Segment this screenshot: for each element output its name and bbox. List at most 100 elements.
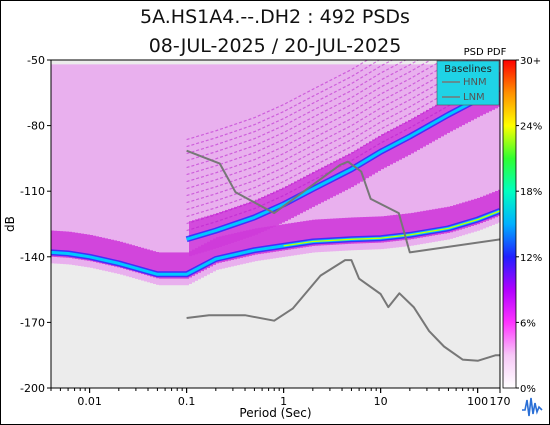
pdf-cell	[198, 246, 201, 273]
pdf-cell	[267, 226, 270, 253]
pdf-cell	[282, 224, 285, 251]
pdf-cell	[252, 228, 255, 256]
pdf-cell	[204, 64, 207, 277]
pdf-cell	[174, 64, 177, 286]
y-tick-label: -80	[27, 120, 45, 133]
pdf-cell	[54, 64, 57, 264]
pdf-cell	[150, 250, 153, 277]
pdf-cell	[207, 64, 210, 275]
pdf-cell	[384, 215, 387, 243]
pdf-cell	[486, 60, 489, 228]
pdf-cell	[306, 64, 309, 254]
pdf-cell	[216, 237, 219, 264]
baseline-hnm	[186, 149, 500, 254]
pdf-cell	[288, 223, 291, 250]
pdf-cell	[396, 214, 399, 241]
pdf-cell	[450, 206, 453, 233]
pdf-cell	[414, 64, 417, 246]
pdf-cell	[213, 238, 216, 265]
pdf-cell	[279, 224, 282, 251]
pdf-cell	[225, 235, 228, 262]
pdf-cell	[201, 244, 204, 272]
pdf-cell	[93, 235, 96, 262]
pdf-cell	[255, 228, 258, 255]
pdf-cell	[447, 64, 450, 240]
pdf-cell	[450, 64, 453, 239]
pdf-cell	[492, 192, 495, 219]
colorbar-label: 24%	[520, 122, 542, 133]
pdf-cell	[87, 234, 90, 261]
pdf-cell	[234, 233, 237, 260]
baseline-lnm	[186, 259, 500, 362]
pdf-layer	[51, 60, 500, 362]
colorbar-title: PSD PDF	[464, 47, 507, 58]
pdf-cell	[210, 240, 213, 267]
pdf-cell	[237, 64, 240, 266]
pdf-cell	[468, 200, 471, 227]
pdf-cell	[333, 64, 336, 252]
legend: Baselines HNM LNM	[436, 60, 500, 106]
pdf-cell	[105, 64, 108, 272]
pdf-cell	[480, 196, 483, 224]
pdf-cell	[246, 230, 249, 257]
pdf-cell	[255, 64, 258, 262]
pdf-cell	[489, 193, 492, 220]
pdf-cell	[462, 202, 465, 229]
pdf-streak	[186, 60, 369, 141]
pdf-cell	[321, 219, 324, 246]
pdf-cell	[231, 233, 234, 260]
pdf-cell	[132, 245, 135, 272]
pdf-cell	[483, 195, 486, 222]
pdf-cell	[60, 64, 63, 264]
pdf-cell	[144, 64, 147, 282]
pdf-cell	[195, 64, 198, 281]
x-tick-label: 10	[374, 395, 388, 408]
pdf-cell	[285, 223, 288, 251]
x-tick-label: 1	[280, 395, 287, 408]
pdf-cell	[303, 64, 306, 254]
pdf-cell	[309, 64, 312, 253]
pdf-cell	[474, 60, 477, 232]
pdf-cell	[270, 64, 273, 259]
pdf-cell	[90, 235, 93, 262]
pdf-streak	[186, 60, 432, 176]
pdf-cell	[225, 64, 228, 268]
pdf-cell	[63, 64, 66, 265]
pdf-cell	[471, 199, 474, 226]
pdf-cell	[237, 232, 240, 259]
y-tick-label: -200	[20, 382, 45, 395]
pdf-cell	[243, 64, 246, 264]
pdf-cell	[81, 233, 84, 260]
pdf-cell	[198, 64, 201, 280]
pdf-cell	[120, 241, 123, 269]
pdf-cell	[417, 64, 420, 245]
pdf-cell	[459, 203, 462, 230]
pdf-streak	[186, 60, 394, 155]
pdf-cell	[336, 218, 339, 245]
pdf-cell	[495, 190, 498, 218]
pdf-cell	[462, 60, 465, 236]
pdf-cell	[399, 214, 402, 241]
pdf-cell	[249, 229, 252, 256]
pdf-cell	[102, 237, 105, 264]
pdf-cell	[159, 252, 162, 279]
x-tick-label: 0.01	[77, 395, 102, 408]
pdf-cell	[477, 197, 480, 225]
pdf-cell	[426, 210, 429, 237]
pdf-cell	[444, 64, 447, 241]
pdf-cell	[96, 236, 99, 263]
pdf-cell	[330, 64, 333, 252]
pdf-cell	[264, 64, 267, 260]
pdf-cell	[105, 238, 108, 265]
x-tick-label: 170	[490, 395, 511, 408]
colorbar	[502, 59, 517, 389]
pdf-cell	[252, 64, 255, 262]
pdf-cell	[108, 64, 111, 272]
pdf-cell	[324, 64, 327, 252]
pdf-cell	[81, 64, 84, 267]
pdf-cell	[69, 64, 72, 265]
pdf-cell	[126, 64, 129, 277]
pdf-cell	[126, 243, 129, 270]
pdf-cell	[261, 227, 264, 254]
